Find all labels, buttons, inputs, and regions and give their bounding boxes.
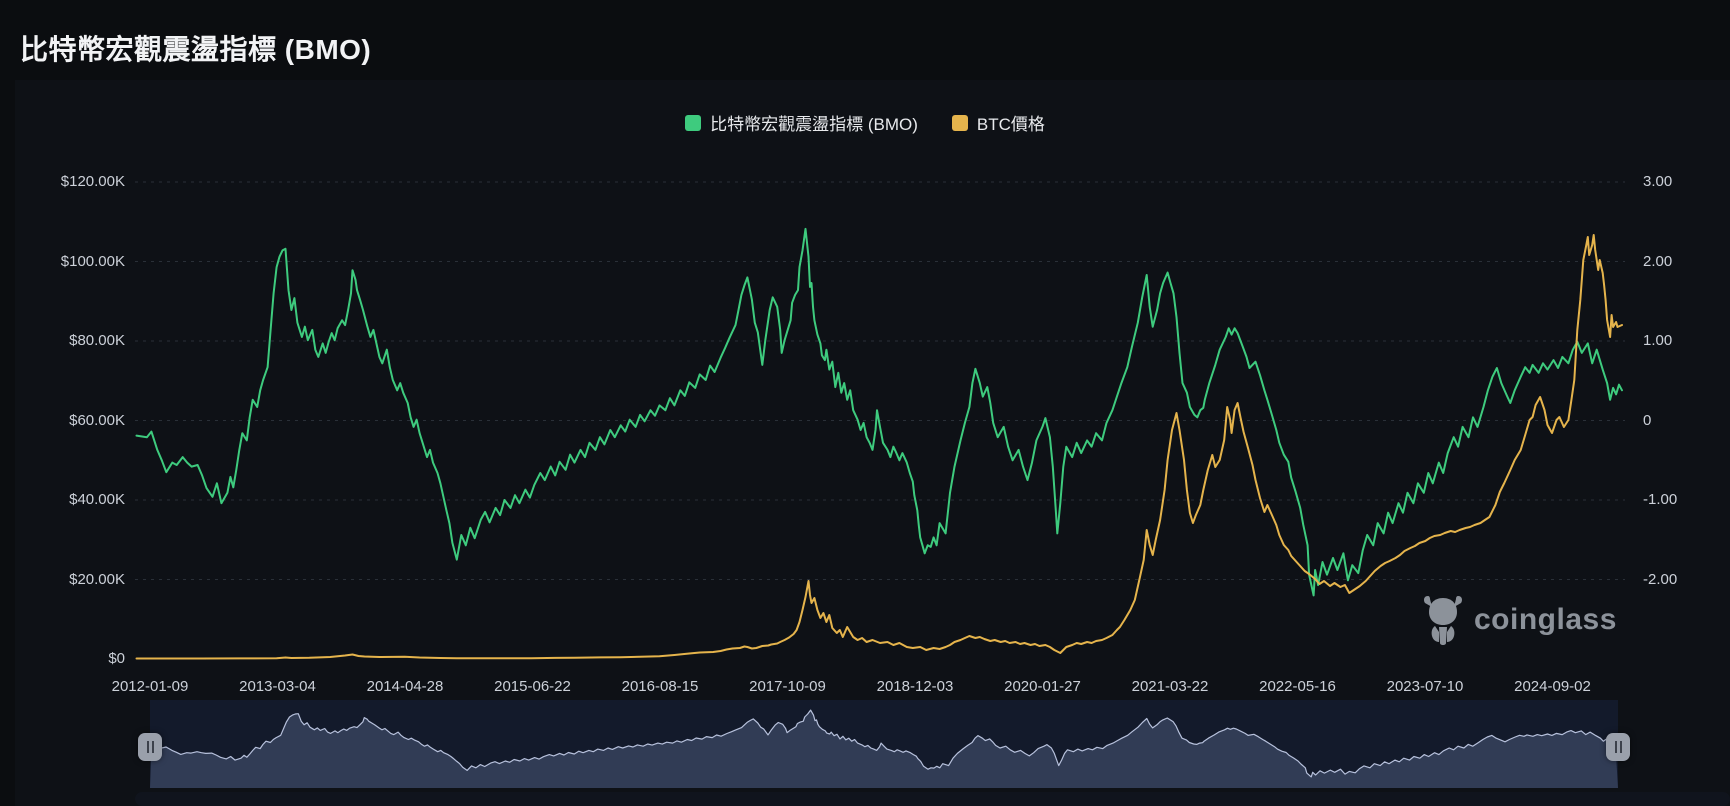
y-axis-tick-left: $80.00K	[69, 332, 125, 349]
y-axis-tick-left: $0	[108, 650, 125, 667]
x-axis-tick: 2017-10-09	[749, 678, 826, 695]
x-axis-tick: 2014-04-28	[366, 678, 444, 695]
y-axis-tick-right: 1.00	[1643, 332, 1673, 349]
navigator-left-handle[interactable]	[138, 733, 162, 761]
y-axis-tick-right: 3.00	[1643, 173, 1673, 190]
navigator-right-handle[interactable]	[1606, 733, 1630, 761]
y-axis-tick-left: $20.00K	[69, 570, 125, 588]
x-axis-tick: 2016-08-15	[621, 678, 699, 695]
y-axis-tick-left: $120.00K	[60, 173, 125, 190]
y-axis-tick-right: 0	[1643, 411, 1652, 429]
x-axis-tick: 2021-03-22	[1131, 678, 1209, 695]
coinglass-watermark-text: coinglass	[1474, 603, 1617, 636]
coinglass-bull-icon	[1424, 596, 1462, 645]
x-axis-tick: 2015-06-22	[494, 678, 571, 695]
y-axis-tick-right: -1.00	[1643, 491, 1678, 508]
legend-label-btc-price: BTC價格	[976, 115, 1045, 134]
x-axis-tick: 2020-01-27	[1004, 678, 1081, 695]
legend-label-bmo: 比特幣宏觀震盪指標 (BMO)	[710, 115, 918, 134]
x-axis-tick: 2022-05-16	[1259, 678, 1336, 695]
y-axis-tick-left: $40.00K	[69, 491, 125, 508]
y-axis-tick-left: $60.00K	[69, 411, 125, 429]
y-axis-tick-right: -2.00	[1643, 570, 1678, 588]
chart-legend: 比特幣宏觀震盪指標 (BMO) BTC價格	[0, 110, 1730, 135]
legend-item-bmo[interactable]: 比特幣宏觀震盪指標 (BMO)	[685, 110, 918, 135]
x-axis-tick: 2024-09-02	[1514, 678, 1591, 695]
page-title: 比特幣宏觀震盪指標 (BMO)	[20, 34, 372, 65]
y-axis-tick-right: 2.00	[1643, 252, 1673, 270]
x-axis-tick: 2012-01-09	[111, 678, 189, 695]
x-axis-tick: 2013-03-04	[239, 678, 316, 695]
legend-item-btc-price[interactable]: BTC價格	[951, 110, 1045, 135]
btc-price-series-swatch-icon	[951, 114, 968, 131]
coinglass-watermark: coinglass	[1422, 594, 1617, 646]
chart-panel	[15, 80, 1730, 806]
x-axis-tick: 2018-12-03	[876, 678, 954, 695]
bmo-series-swatch-icon	[685, 114, 702, 131]
y-axis-tick-left: $100.00K	[60, 252, 125, 270]
x-axis-tick: 2023-07-10	[1386, 678, 1464, 695]
horizontal-scrollbar[interactable]	[135, 792, 1730, 806]
